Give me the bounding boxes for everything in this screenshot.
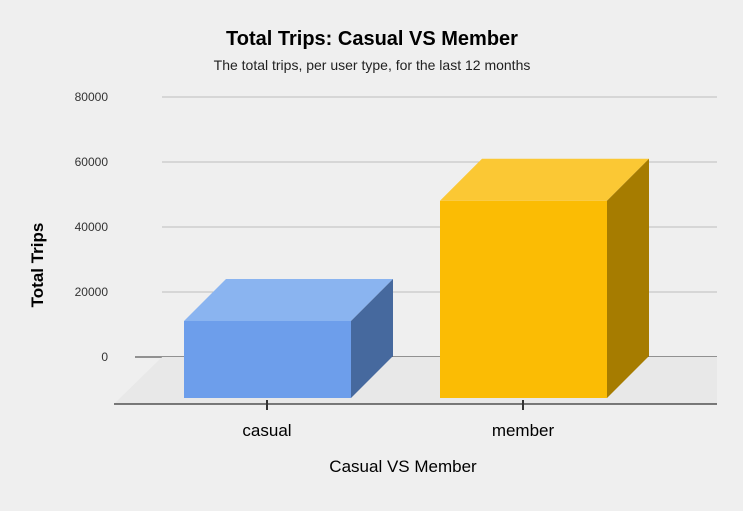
bar-top-face <box>440 158 649 201</box>
axes: casual member <box>114 400 717 440</box>
chart-title: Total Trips: Casual VS Member <box>226 28 518 50</box>
bar-front-face <box>184 321 351 398</box>
bars <box>184 158 649 398</box>
bar-front-face <box>440 200 607 398</box>
x-axis-label: Casual VS Member <box>329 457 477 476</box>
x-tick-label: member <box>492 421 555 440</box>
y-tick-label: 60000 <box>75 155 109 169</box>
y-tick-label: 20000 <box>75 285 109 299</box>
bar-side-face <box>607 158 649 398</box>
x-tick-label: casual <box>242 421 291 440</box>
bar-top-face <box>184 279 393 321</box>
chart-subtitle: The total trips, per user type, for the … <box>214 57 531 73</box>
bar-member <box>440 158 649 398</box>
y-axis-label: Total Trips <box>28 223 47 308</box>
y-tick-label: 0 <box>101 350 108 364</box>
bar-casual <box>184 279 393 398</box>
y-tick-label: 40000 <box>75 220 109 234</box>
y-tick-label: 80000 <box>75 90 109 104</box>
bar-side-face <box>351 279 393 398</box>
